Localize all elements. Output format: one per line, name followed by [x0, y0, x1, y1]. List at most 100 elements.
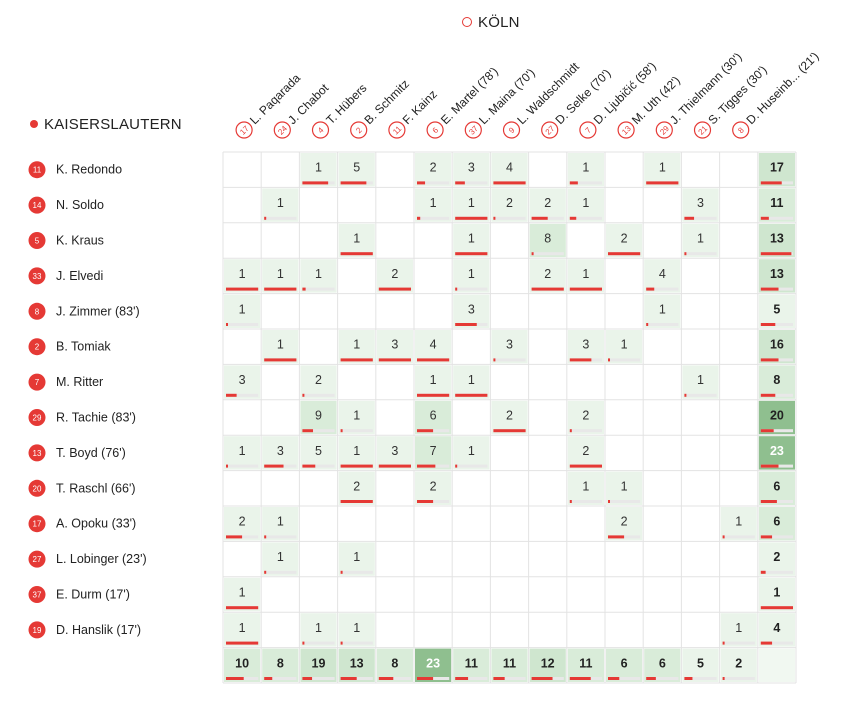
home-player-label: T. Boyd (76') [56, 446, 126, 460]
home-player-label: N. Soldo [56, 198, 104, 212]
row-total-cell [758, 294, 795, 328]
row-total-cell [758, 330, 795, 364]
cell-bar [226, 464, 228, 468]
col-total-value: 19 [312, 656, 326, 670]
cell-value: 8 [544, 232, 551, 246]
heatmap-cell [567, 471, 604, 505]
row-total-cell [758, 223, 795, 258]
row-total-value: 4 [773, 621, 780, 635]
cell-bar [646, 323, 649, 326]
open-circle-icon [462, 16, 472, 27]
home-number: 27 [33, 555, 42, 564]
cell-value: 3 [468, 302, 475, 316]
cell-bar [608, 535, 625, 539]
cell-value: 1 [277, 338, 284, 352]
cell-value: 1 [239, 302, 246, 316]
cell-bar-track [455, 181, 488, 185]
cell-value: 3 [697, 196, 704, 210]
cell-bar [569, 287, 602, 291]
heatmap-cell [453, 153, 490, 187]
row-total-bar [760, 181, 782, 185]
cell-bar [493, 358, 496, 362]
heatmap-cell [262, 188, 299, 222]
col-total-cell [567, 648, 604, 682]
heatmap-cell [529, 259, 566, 293]
row-total-bar [760, 287, 779, 291]
away-number: 2 [354, 125, 364, 135]
cell-value: 1 [659, 161, 666, 175]
cell-bar-track [264, 535, 297, 539]
cell-value: 1 [468, 267, 475, 281]
heatmap-cell [491, 153, 528, 187]
cell-value: 1 [277, 550, 284, 564]
away-number: 6 [431, 125, 441, 135]
heatmap-cell [338, 436, 375, 470]
col-total-cell [682, 648, 719, 682]
cell-value: 2 [430, 161, 437, 175]
cell-value: 2 [582, 409, 589, 423]
home-number: 7 [35, 378, 40, 387]
heatmap-cell [606, 507, 643, 541]
col-total-cell [300, 648, 337, 682]
cell-value: 2 [544, 267, 551, 281]
cell-bar [684, 393, 687, 397]
cell-value: 1 [353, 409, 360, 423]
cell-value: 3 [277, 444, 284, 458]
row-total-value: 17 [770, 161, 784, 175]
heatmap-cell [338, 542, 375, 576]
heatmap-cell [338, 400, 375, 435]
heatmap-cell [300, 400, 337, 435]
cell-bar [608, 358, 610, 362]
row-total-cell [758, 153, 795, 187]
heatmap-cell [224, 294, 261, 328]
cell-bar [646, 287, 655, 291]
cell-bar-track [569, 181, 602, 185]
row-total-value: 13 [770, 232, 784, 246]
heatmap-cell [415, 153, 452, 187]
heatmap-cell [262, 330, 299, 364]
col-total-value: 2 [735, 656, 742, 670]
home-number-badge [28, 409, 46, 426]
cell-bar-track [646, 323, 679, 326]
cell-bar [264, 216, 267, 220]
col-total-cell [415, 648, 452, 682]
cell-value: 4 [430, 338, 437, 352]
home-number: 11 [33, 166, 42, 175]
home-player-label: K. Redondo [56, 163, 122, 177]
col-total-bar [531, 677, 553, 680]
col-total-value: 6 [621, 656, 628, 670]
cell-value: 1 [239, 267, 246, 281]
cell-value: 1 [621, 479, 628, 493]
cell-bar [302, 464, 316, 468]
row-total-bar [760, 535, 773, 539]
cell-bar [340, 570, 343, 574]
home-number-badge [28, 302, 46, 320]
home-player-label: T. Raschl (66') [56, 481, 136, 495]
cell-bar [455, 181, 465, 185]
heatmap-cell [606, 330, 643, 364]
heatmap-cell [224, 577, 261, 612]
cell-value: 2 [391, 267, 398, 281]
heatmap-cell [453, 259, 490, 293]
home-player-label: L. Lobinger (23') [56, 552, 147, 566]
heatmap-cell [491, 188, 528, 222]
heatmap-cell [567, 436, 604, 470]
heatmap-cell [415, 330, 452, 364]
cell-value: 6 [430, 409, 437, 423]
col-total-value: 11 [503, 656, 516, 670]
heatmap-cell [567, 153, 604, 187]
col-total-value: 5 [697, 656, 704, 670]
row-total-value: 11 [770, 196, 783, 210]
home-number: 37 [33, 591, 42, 600]
heatmap-cell [415, 436, 452, 470]
cell-value: 2 [430, 479, 437, 493]
away-number: 8 [736, 125, 746, 135]
heatmap-cell [606, 471, 643, 505]
cell-value: 9 [315, 409, 322, 423]
heatmap-cell [682, 188, 719, 222]
col-total-bar-track [302, 677, 335, 680]
cell-bar-track [455, 464, 488, 468]
heatmap-cell [300, 153, 337, 187]
col-total-bar-track [264, 677, 297, 680]
col-total-bar [226, 677, 244, 680]
